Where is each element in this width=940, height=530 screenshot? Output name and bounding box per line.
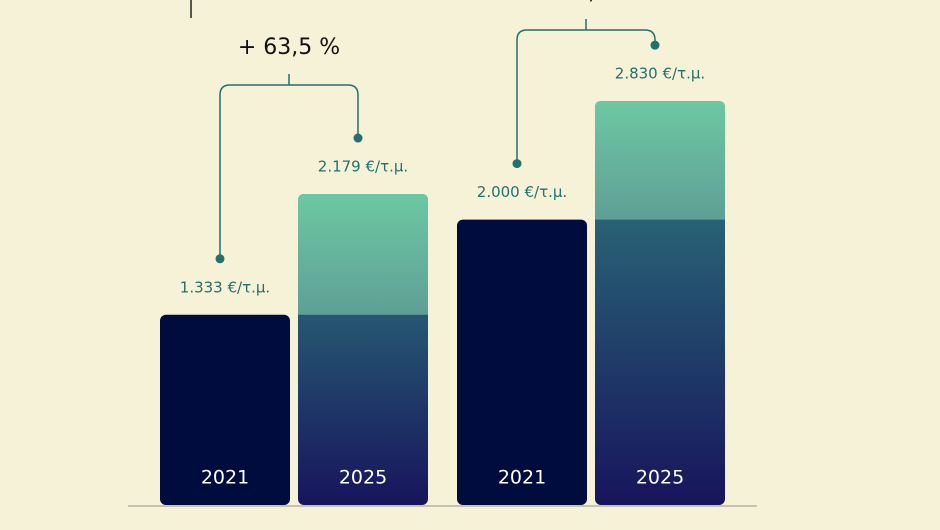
year-label: 2021	[498, 467, 546, 489]
bracket-dot	[353, 133, 363, 143]
year-label: 2025	[636, 467, 684, 489]
bracket-dot	[215, 254, 225, 264]
bar	[457, 219, 587, 505]
change-annotation: + 63,5 %	[238, 35, 340, 60]
increase-segment	[595, 101, 725, 220]
bracket-dot	[512, 159, 522, 169]
increase-segment	[298, 194, 428, 315]
value-label: 2.179 €/τ.μ.	[318, 158, 408, 176]
year-label: 2025	[339, 467, 387, 489]
value-label: 1.333 €/τ.μ.	[180, 278, 270, 296]
bar	[160, 314, 290, 505]
value-label: 2.000 €/τ.μ.	[477, 183, 567, 201]
bracket-dot	[650, 40, 660, 50]
change-annotation: + 41,5 %	[535, 0, 637, 5]
value-label: 2.830 €/τ.μ.	[615, 65, 705, 83]
year-label: 2021	[201, 467, 249, 489]
